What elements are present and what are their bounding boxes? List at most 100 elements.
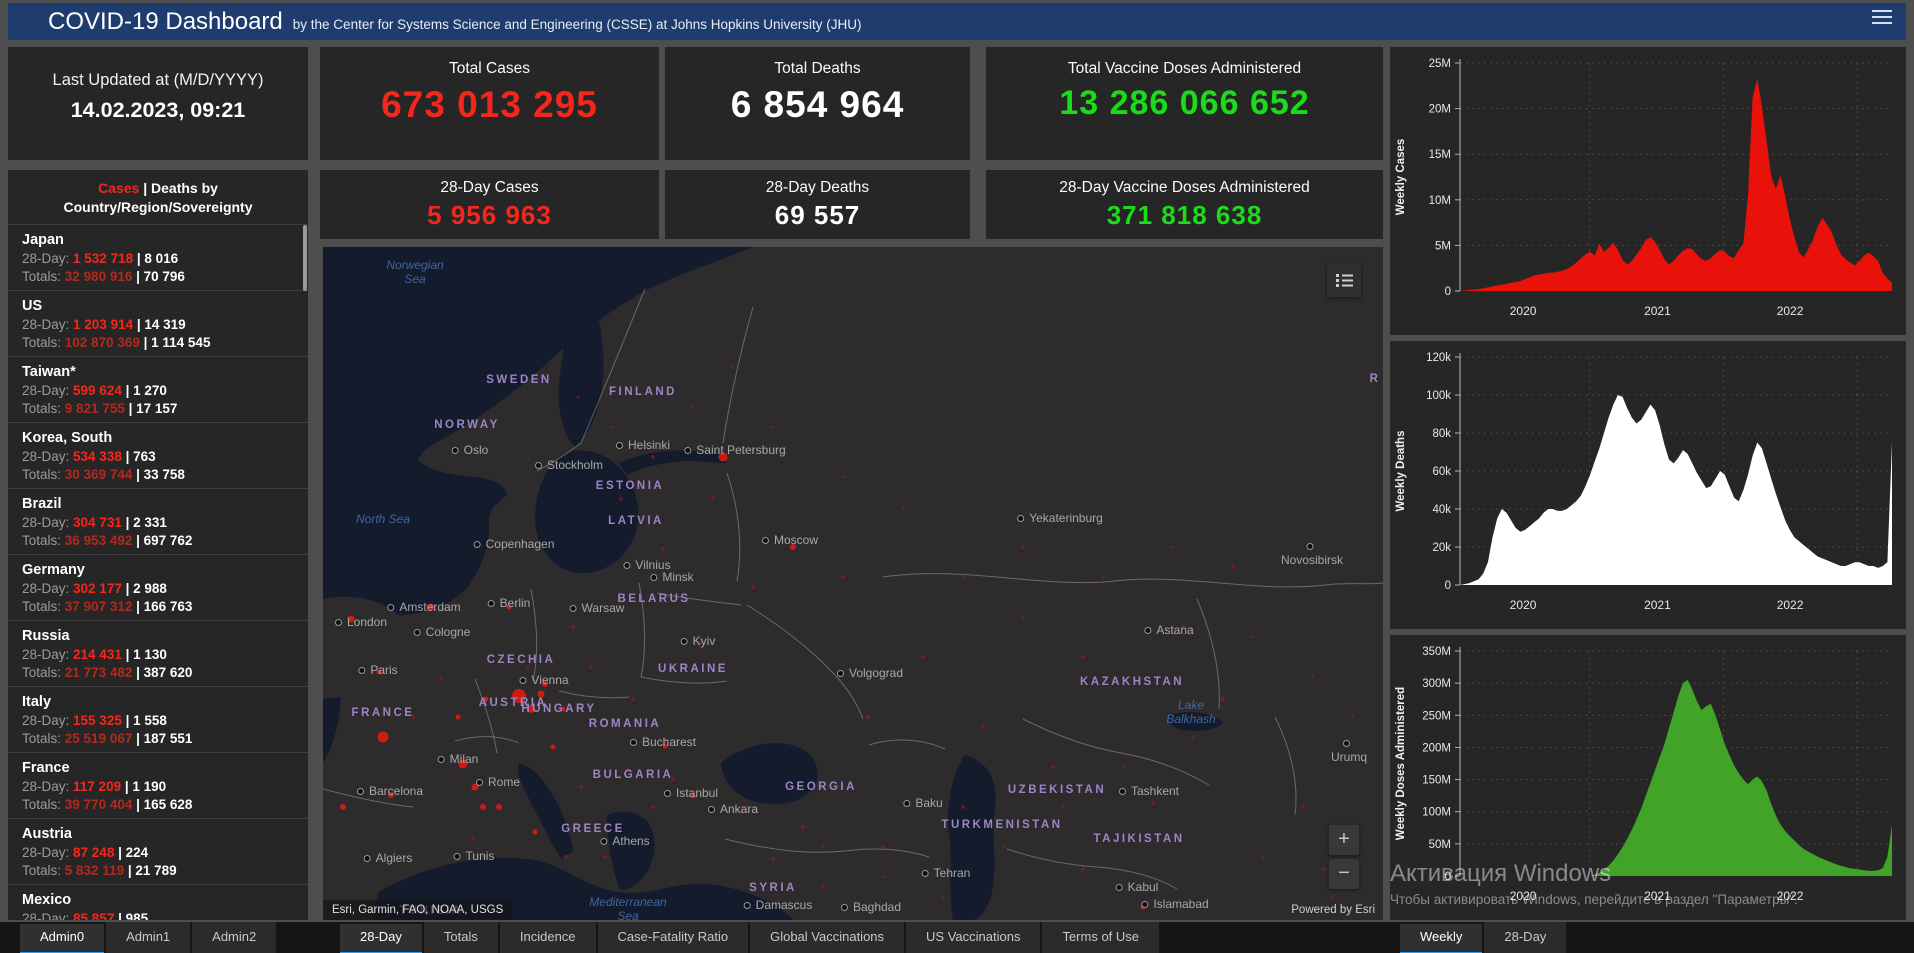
map-city-label: Kabul xyxy=(1115,880,1158,894)
tab-admin2[interactable]: Admin2 xyxy=(192,922,277,953)
map-city-label: Baghdad xyxy=(840,900,901,914)
case-dot xyxy=(1081,655,1085,659)
country-row[interactable]: Austria 28-Day: 87 248 | 224 Totals: 5 832… xyxy=(8,818,308,884)
tab-28-day[interactable]: 28-Day xyxy=(340,924,422,953)
total-cases-value: 673 013 295 xyxy=(381,84,598,125)
country-row[interactable]: Brazil 28-Day: 304 731 | 2 331 Totals: 36 … xyxy=(8,488,308,554)
case-dot xyxy=(483,696,489,702)
case-dot xyxy=(1151,801,1155,805)
country-row[interactable]: US 28-Day: 1 203 914 | 14 319 Totals: 102 … xyxy=(8,290,308,356)
map-country-label: FRANCE xyxy=(351,707,415,719)
last-updated-label: Last Updated at (M/D/YYYY) xyxy=(52,71,264,89)
tab-28-day[interactable]: 28-Day xyxy=(1484,922,1567,953)
case-dot xyxy=(801,825,805,829)
svg-text:0: 0 xyxy=(1445,871,1451,883)
case-dot xyxy=(961,805,965,809)
map-sea-label: Mediterranean Sea xyxy=(589,895,667,920)
case-dot xyxy=(506,604,512,610)
case-dot xyxy=(512,689,526,703)
country-row[interactable]: Japan 28-Day: 1 532 718 | 8 016 Totals: 32… xyxy=(8,224,308,290)
map-country-label: BULGARIA xyxy=(592,769,674,781)
case-dot xyxy=(881,845,885,849)
svg-text:50M: 50M xyxy=(1429,839,1451,851)
map-city-label: Rome xyxy=(475,775,520,789)
page-subtitle: by the Center for Systems Science and En… xyxy=(292,17,862,32)
country-28day-line: 28-Day: 1 203 914 | 14 319 xyxy=(22,317,186,332)
28day-cases-label: 28-Day Cases xyxy=(440,179,539,196)
case-dot xyxy=(771,857,775,861)
case-dot xyxy=(439,677,443,681)
country-row[interactable]: Taiwan* 28-Day: 599 624 | 1 270 Totals: 9 … xyxy=(8,356,308,422)
map-country-label: ESTONIA xyxy=(595,480,665,492)
country-name: Austria xyxy=(22,826,72,842)
country-name: France xyxy=(22,760,70,776)
svg-text:100k: 100k xyxy=(1426,390,1451,402)
map-city-label: Volgograd xyxy=(836,666,903,680)
svg-text:10M: 10M xyxy=(1429,195,1451,207)
map-zoom-out-button[interactable]: − xyxy=(1329,859,1359,889)
svg-text:2022: 2022 xyxy=(1777,304,1804,318)
svg-text:5M: 5M xyxy=(1435,240,1451,252)
country-row[interactable]: France 28-Day: 117 209 | 1 190 Totals: 39 … xyxy=(8,752,308,818)
country-totals-line: Totals: 37 907 312 | 166 763 xyxy=(22,599,193,614)
case-dot xyxy=(841,475,845,479)
country-row[interactable]: Italy 28-Day: 155 325 | 1 558 Totals: 25 5… xyxy=(8,686,308,752)
map-city-label: Berlin xyxy=(487,596,530,610)
country-row[interactable]: Korea, South 28-Day: 534 338 | 763 Totals:… xyxy=(8,422,308,488)
map-city-label: Cologne xyxy=(413,625,470,639)
map-attribution: Esri, Garmin, FAO, NOAA, USGS xyxy=(323,900,513,920)
case-dot xyxy=(631,697,635,701)
country-row[interactable]: Germany 28-Day: 302 177 | 2 988 Totals: 37… xyxy=(8,554,308,620)
chart-canvas: 0 20k 40k 60k 80k 100k 120k 2020 2021 2022 Weekly … xyxy=(1395,352,1892,612)
map-city-label: London xyxy=(334,615,387,629)
tab-case-fatality-ratio[interactable]: Case-Fatality Ratio xyxy=(597,922,749,953)
case-dot xyxy=(527,705,535,713)
28day-cases-value: 5 956 963 xyxy=(427,200,552,230)
case-dot xyxy=(542,681,548,687)
map-city-label: Tehran xyxy=(921,866,970,880)
case-dot xyxy=(1001,845,1005,849)
tab-us-vaccinations[interactable]: US Vaccinations xyxy=(906,922,1041,953)
map-country-label: UKRAINE xyxy=(658,663,728,675)
map-city-label: Algiers xyxy=(363,851,412,865)
country-name: Korea, South xyxy=(22,430,113,446)
map-city-label: Oslo xyxy=(451,443,488,457)
tab-admin0[interactable]: Admin0 xyxy=(20,924,105,953)
country-28day-line: 28-Day: 214 431 | 1 130 xyxy=(22,647,167,662)
bottom-tab-bar: Admin0 Admin1 Admin2 28-Day Totals Incidence… xyxy=(0,922,1914,953)
legend-icon[interactable] xyxy=(1327,263,1361,297)
country-row[interactable]: Mexico 28-Day: 85 857 | 985 xyxy=(8,884,308,920)
case-dot xyxy=(571,625,575,629)
case-dot xyxy=(526,665,530,669)
case-dot xyxy=(455,714,461,720)
map-country-label: TURKMENISTAN xyxy=(941,819,1063,831)
case-dot xyxy=(1051,765,1055,769)
last-updated-value: 14.02.2023, 09:21 xyxy=(70,98,246,122)
tab-totals[interactable]: Totals xyxy=(423,922,498,953)
map-base-layer xyxy=(323,247,1383,920)
svg-text:20k: 20k xyxy=(1432,542,1451,554)
tab-incidence[interactable]: Incidence xyxy=(499,922,596,953)
case-dot xyxy=(619,497,623,501)
list-scrollbar-thumb[interactable] xyxy=(303,225,307,291)
country-row[interactable]: Russia 28-Day: 214 431 | 1 130 Totals: 21 … xyxy=(8,620,308,686)
country-28day-line: 28-Day: 1 532 718 | 8 016 xyxy=(22,251,179,266)
tab-terms-of-use[interactable]: Terms of Use xyxy=(1042,922,1160,953)
case-dot xyxy=(651,805,655,809)
case-dot xyxy=(921,655,925,659)
case-dot xyxy=(731,365,735,369)
map-city-label: Kyiv xyxy=(680,634,715,648)
map-city-label: Barcelona xyxy=(356,784,423,798)
map-zoom-in-button[interactable]: + xyxy=(1329,825,1359,855)
country-totals-line: Totals: 30 369 744 | 33 758 xyxy=(22,467,185,482)
map-city-label: Helsinki xyxy=(615,438,670,452)
world-map[interactable]: Norwegian Sea North Sea Mediterranean Sea L… xyxy=(323,247,1383,920)
tab-weekly[interactable]: Weekly xyxy=(1400,924,1483,953)
menu-icon[interactable] xyxy=(1872,10,1892,26)
chart-period-tab-group: Weekly 28-Day xyxy=(1400,922,1568,953)
country-28day-line: 28-Day: 534 338 | 763 xyxy=(22,449,156,464)
tab-admin1[interactable]: Admin1 xyxy=(106,922,191,953)
map-city-label: Athens xyxy=(600,834,650,848)
tab-global-vaccinations[interactable]: Global Vaccinations xyxy=(750,922,905,953)
country-28day-line: 28-Day: 117 209 | 1 190 xyxy=(22,779,167,794)
